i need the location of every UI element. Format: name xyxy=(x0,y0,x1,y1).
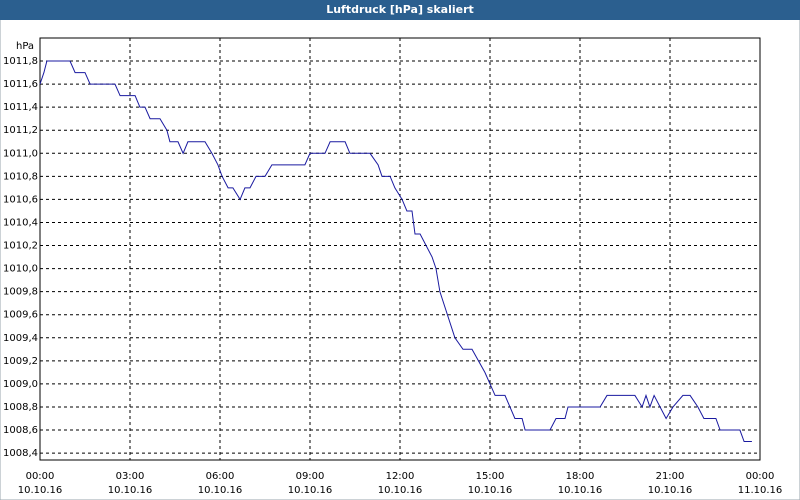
y-tick-label: 1008,4 xyxy=(3,448,38,459)
y-tick-label: 1011,8 xyxy=(3,56,38,67)
x-tick-date: 11.10.16 xyxy=(738,485,783,496)
y-tick-label: 1009,4 xyxy=(3,333,38,344)
y-tick-label: 1008,8 xyxy=(3,402,38,413)
x-tick-label: 00:00 xyxy=(26,471,55,482)
x-tick-label: 12:00 xyxy=(386,471,415,482)
y-axis-label: hPa xyxy=(16,41,34,52)
y-tick-label: 1010,6 xyxy=(3,194,38,205)
y-tick-label: 1008,6 xyxy=(3,425,38,436)
x-tick-date: 10.10.16 xyxy=(378,485,423,496)
x-tick-label: 03:00 xyxy=(116,471,145,482)
y-tick-label: 1009,6 xyxy=(3,310,38,321)
y-tick-label: 1010,0 xyxy=(3,264,38,275)
x-tick-date: 10.10.16 xyxy=(198,485,243,496)
y-tick-label: 1010,4 xyxy=(3,217,38,228)
x-tick-label: 18:00 xyxy=(566,471,595,482)
x-tick-label: 21:00 xyxy=(656,471,685,482)
x-tick-date: 10.10.16 xyxy=(648,485,693,496)
x-tick-date: 10.10.16 xyxy=(18,485,63,496)
y-tick-label: 1010,2 xyxy=(3,241,38,252)
data-line xyxy=(39,60,752,443)
y-tick-label: 1009,8 xyxy=(3,287,38,298)
x-tick-label: 09:00 xyxy=(296,471,325,482)
x-tick-date: 10.10.16 xyxy=(288,485,333,496)
chart-title: Luftdruck [hPa] skaliert xyxy=(326,3,474,16)
y-tick-label: 1011,4 xyxy=(3,102,38,113)
title-bar xyxy=(0,0,800,20)
y-tick-label: 1011,0 xyxy=(3,148,38,159)
x-tick-label: 06:00 xyxy=(206,471,235,482)
y-tick-label: 1009,0 xyxy=(3,379,38,390)
y-tick-label: 1009,2 xyxy=(3,356,38,367)
x-tick-label: 00:00 xyxy=(746,471,775,482)
y-tick-label: 1010,8 xyxy=(3,171,38,182)
x-tick-label: 15:00 xyxy=(476,471,505,482)
y-tick-label: 1011,2 xyxy=(3,125,38,136)
y-tick-label: 1011,6 xyxy=(3,79,38,90)
x-tick-date: 10.10.16 xyxy=(558,485,603,496)
x-tick-date: 10.10.16 xyxy=(108,485,153,496)
x-tick-date: 10.10.16 xyxy=(468,485,513,496)
